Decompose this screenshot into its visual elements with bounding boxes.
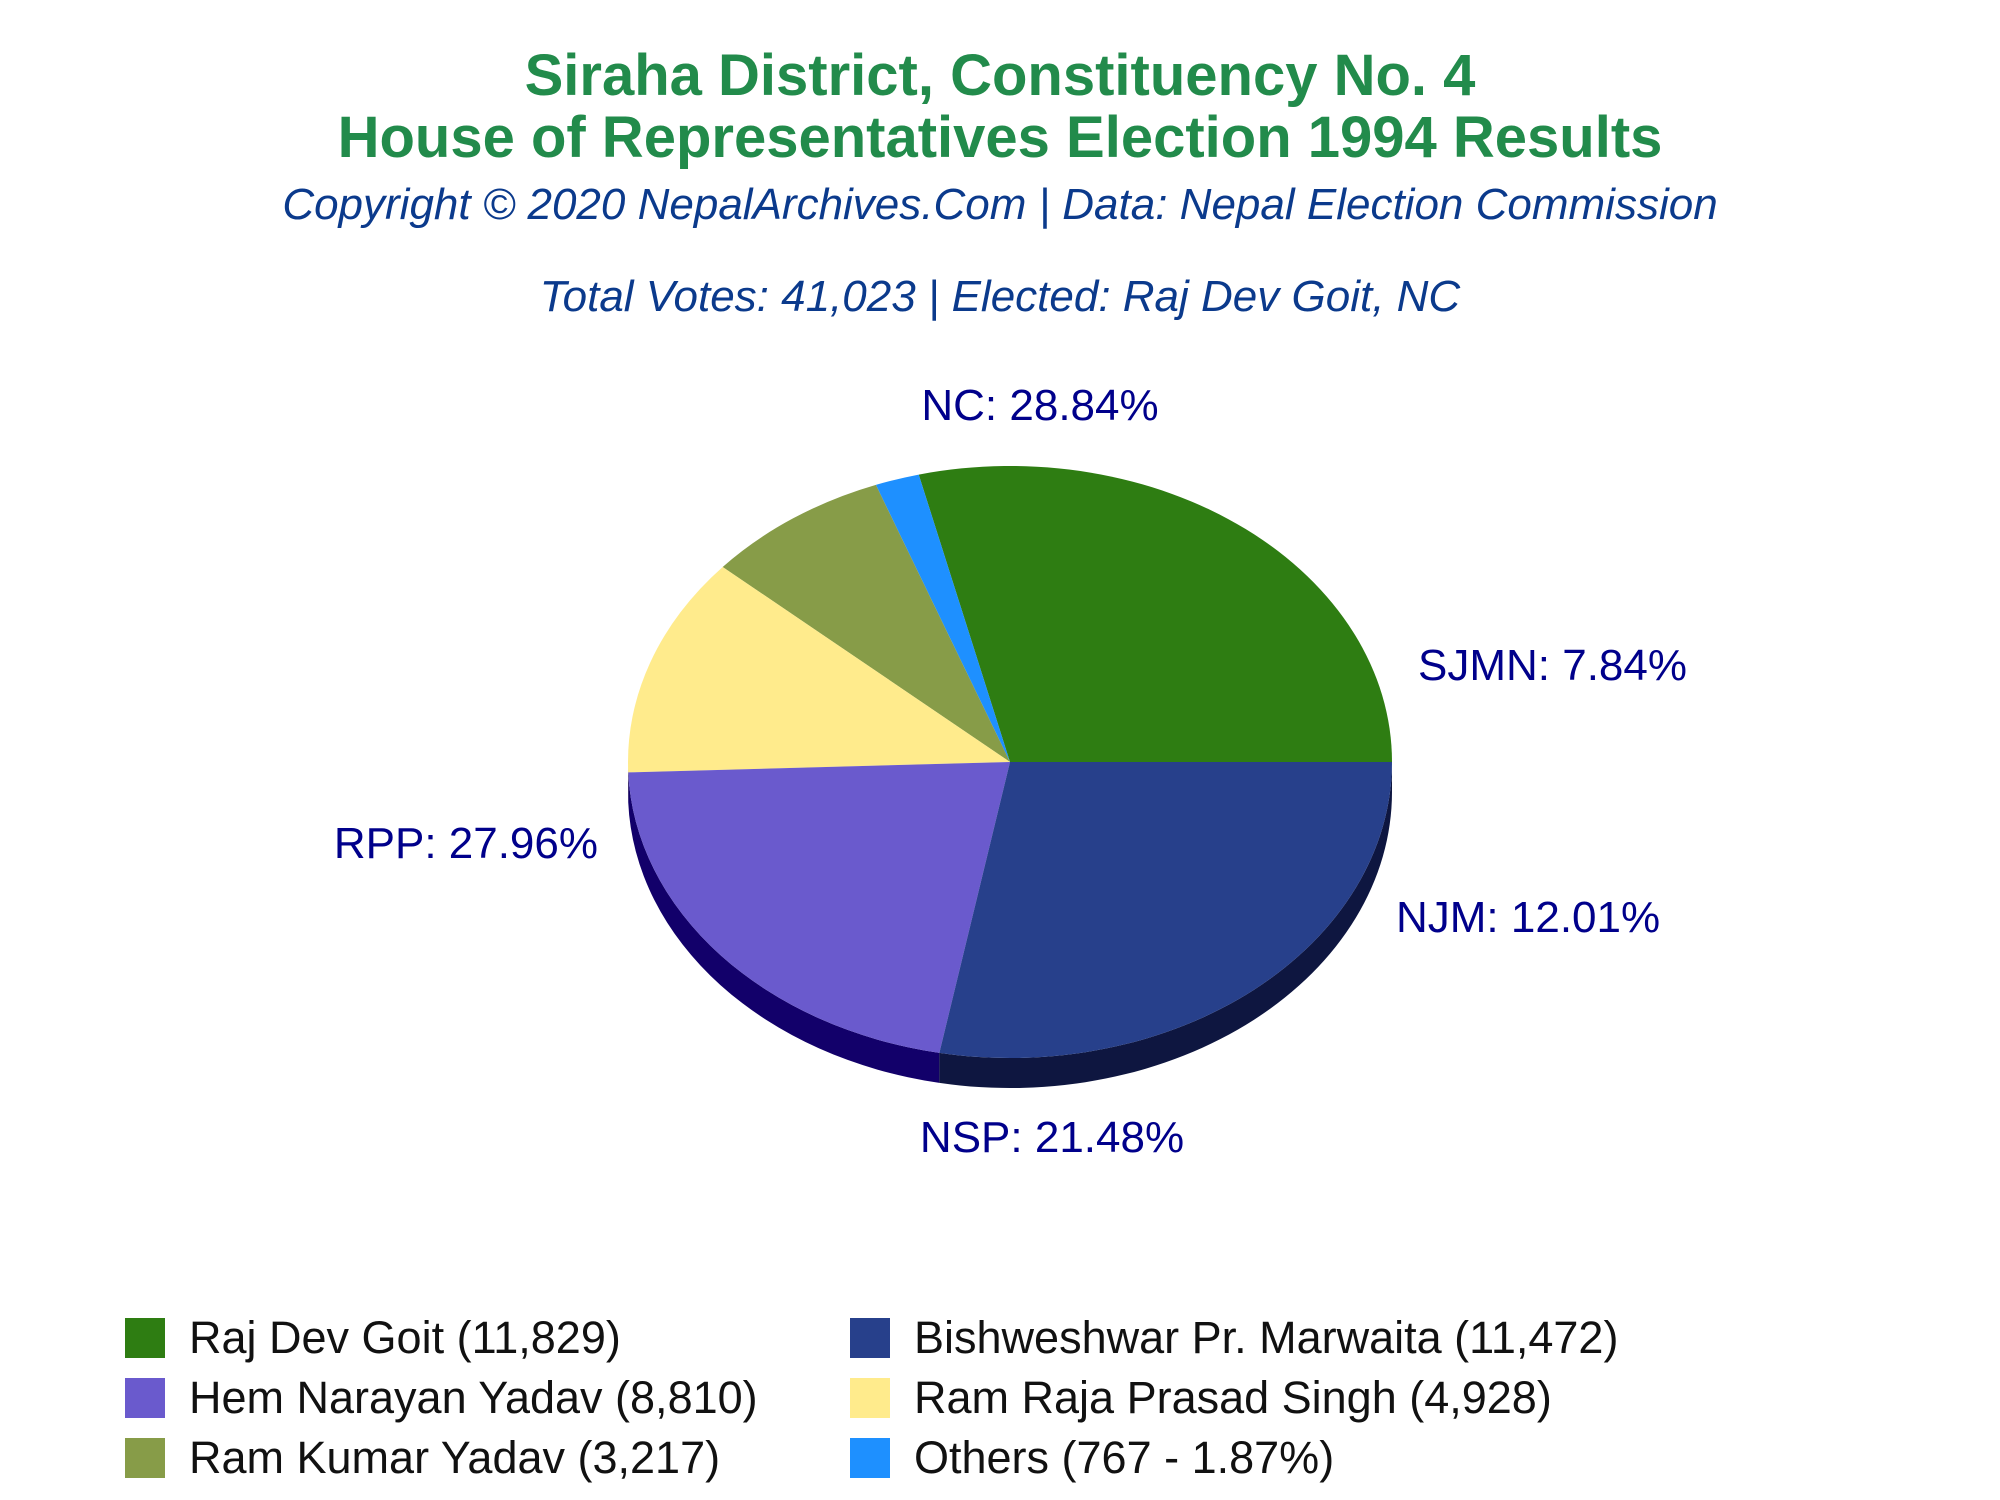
copyright-text: Copyright © 2020 NepalArchives.Com | Dat… xyxy=(282,180,1718,229)
legend-swatch xyxy=(850,1378,890,1418)
pie-slice-others xyxy=(875,474,1010,762)
pie-slice-njm xyxy=(628,566,1010,773)
pie-slice-rpp xyxy=(939,762,1392,1058)
pie-slice-sjmn xyxy=(722,484,1010,762)
legend-swatch xyxy=(850,1438,890,1478)
legend-label: Ram Kumar Yadav (3,217) xyxy=(189,1432,721,1483)
legend-item: Ram Kumar Yadav (3,217) xyxy=(125,1430,720,1486)
slice-label-sjmn: SJMN: 7.84% xyxy=(1418,641,1687,690)
legend-swatch xyxy=(125,1318,165,1358)
pie-slice-nc xyxy=(918,465,1392,762)
legend-label: Hem Narayan Yadav (8,810) xyxy=(189,1372,758,1423)
pie-side-group xyxy=(628,762,1392,1088)
legend-item: Bishweshwar Pr. Marwaita (11,472) xyxy=(850,1310,1618,1366)
legend-item: Ram Raja Prasad Singh (4,928) xyxy=(850,1370,1552,1426)
legend-item: Hem Narayan Yadav (8,810) xyxy=(125,1370,758,1426)
chart-title-line1: Siraha District, Constituency No. 4 xyxy=(524,43,1476,108)
legend-item: Raj Dev Goit (11,829) xyxy=(125,1310,621,1366)
summary-text: Total Votes: 41,023 | Elected: Raj Dev G… xyxy=(539,272,1461,321)
slice-label-nc: NC: 28.84% xyxy=(921,381,1158,430)
legend-swatch xyxy=(850,1318,890,1358)
legend-item: Others (767 - 1.87%) xyxy=(850,1430,1334,1486)
legend-swatch xyxy=(125,1378,165,1418)
chart-title-line2: House of Representatives Election 1994 R… xyxy=(337,105,1663,170)
pie-slice-nsp xyxy=(628,762,1010,1053)
legend-label: Ram Raja Prasad Singh (4,928) xyxy=(914,1372,1552,1423)
legend-label: Others (767 - 1.87%) xyxy=(914,1432,1335,1483)
slice-label-njm: NJM: 12.01% xyxy=(1396,893,1660,942)
legend-swatch xyxy=(125,1438,165,1478)
slice-label-rpp: RPP: 27.96% xyxy=(334,819,598,868)
slice-label-nsp: NSP: 21.48% xyxy=(920,1113,1184,1162)
legend-label: Bishweshwar Pr. Marwaita (11,472) xyxy=(914,1312,1619,1363)
legend-label: Raj Dev Goit (11,829) xyxy=(189,1312,621,1363)
pie-slice-side xyxy=(628,772,940,1083)
